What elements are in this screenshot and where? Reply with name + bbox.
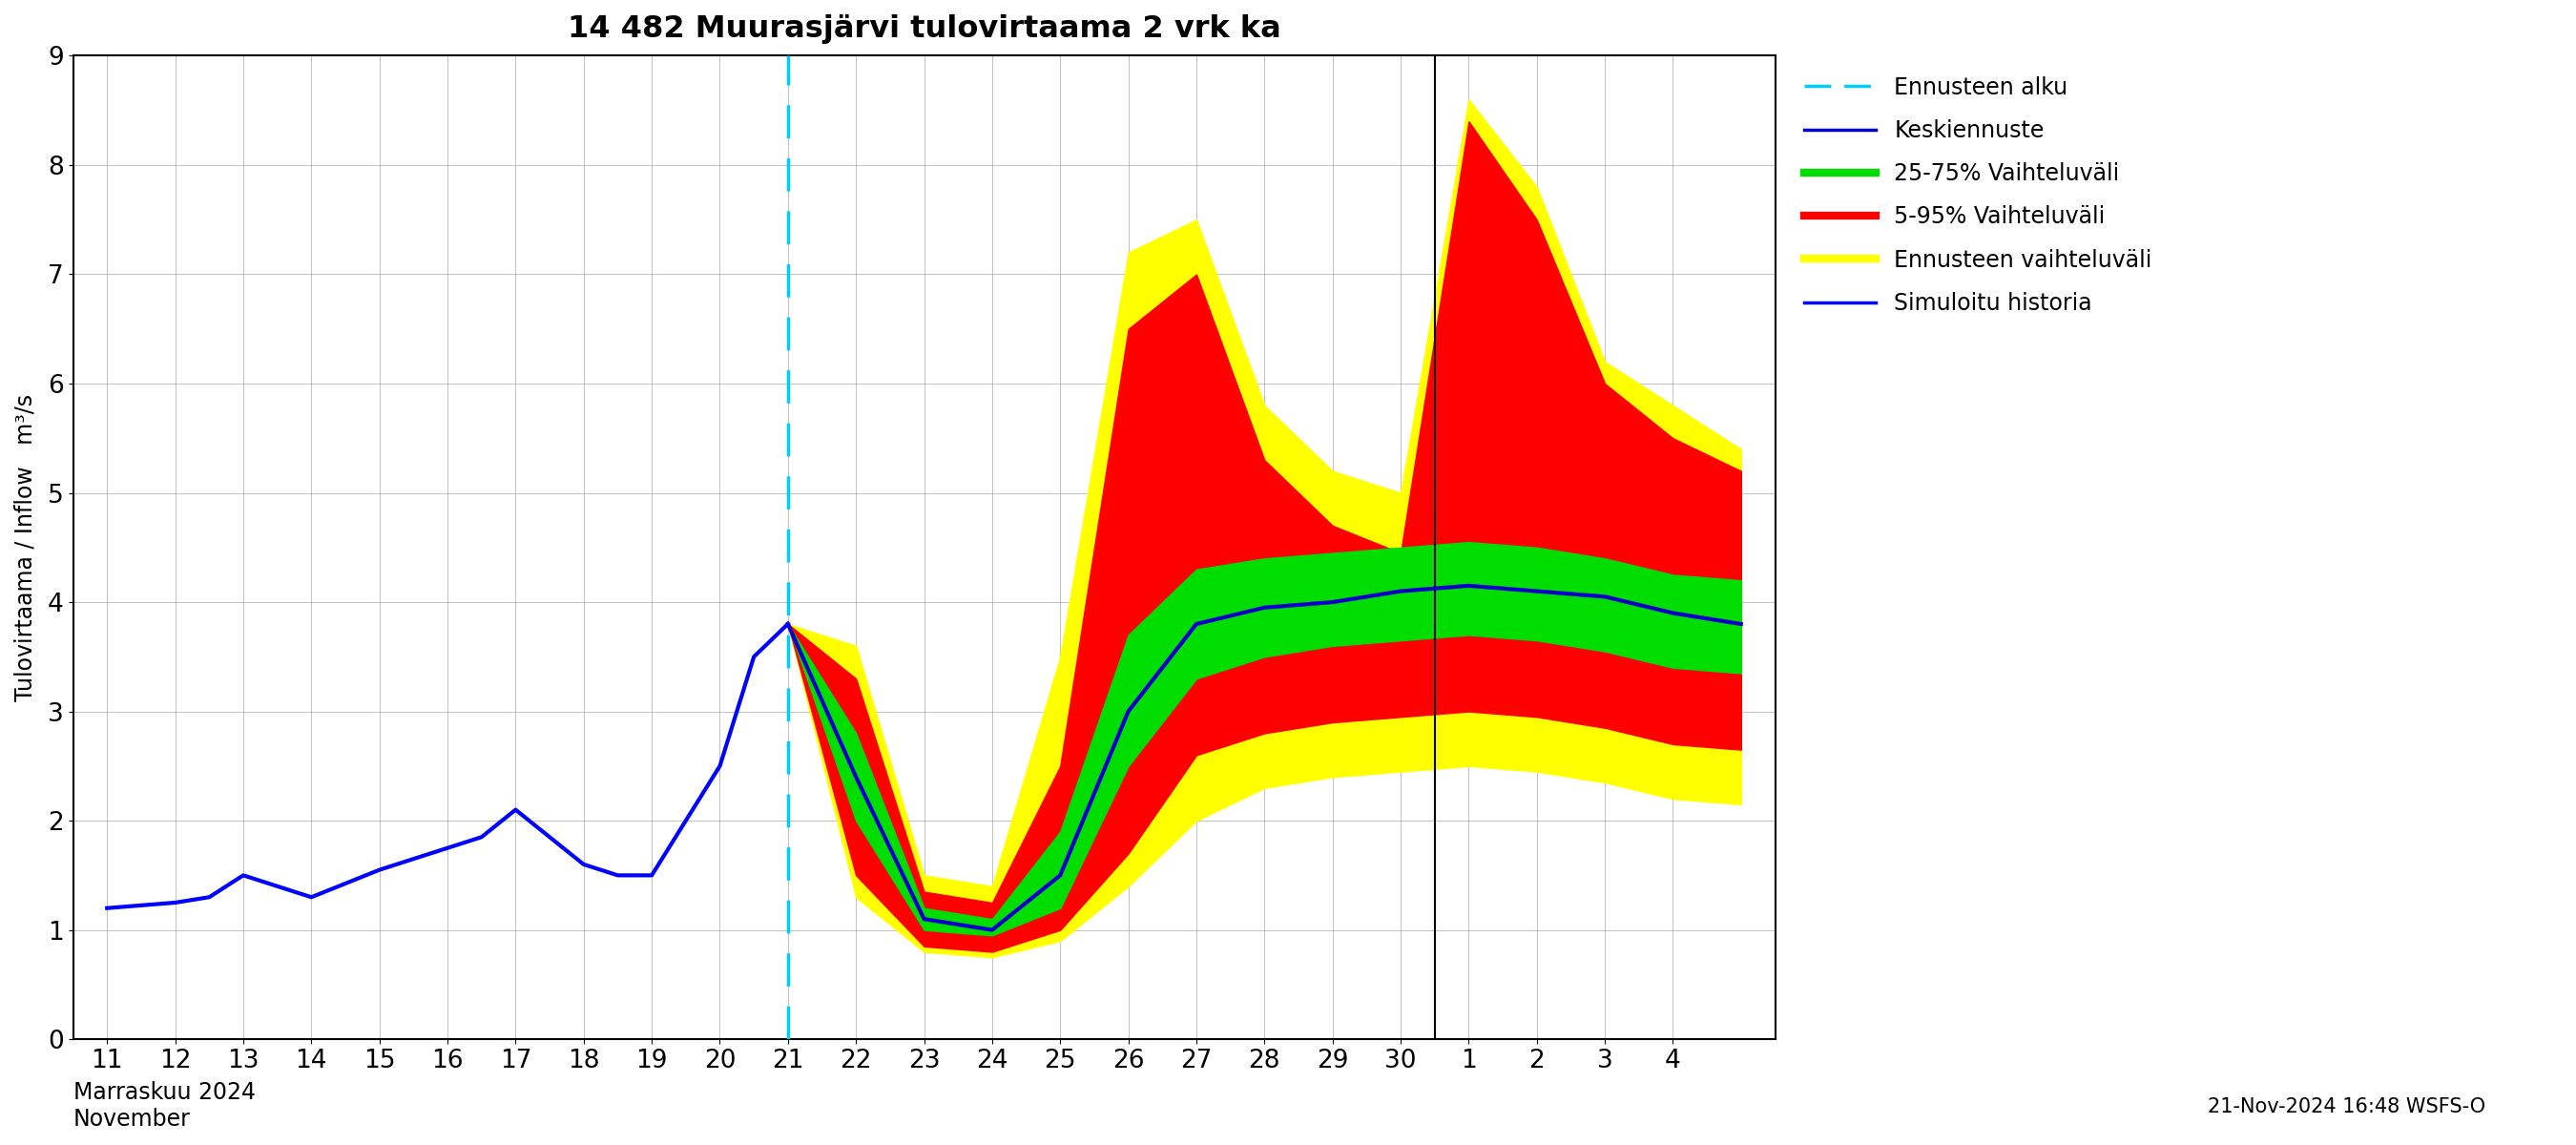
Title: 14 482 Muurasjärvi tulovirtaama 2 vrk ka: 14 482 Muurasjärvi tulovirtaama 2 vrk ka	[567, 14, 1280, 44]
Text: 21-Nov-2024 16:48 WSFS-O: 21-Nov-2024 16:48 WSFS-O	[2208, 1097, 2486, 1116]
Y-axis label: Tulovirtaama / Inflow   m³/s: Tulovirtaama / Inflow m³/s	[15, 394, 36, 701]
X-axis label: Marraskuu 2024
November: Marraskuu 2024 November	[72, 1081, 255, 1130]
Legend: Ennusteen alku, Keskiennuste, 25-75% Vaihteluväli, 5-95% Vaihteluväli, Ennusteen: Ennusteen alku, Keskiennuste, 25-75% Vai…	[1795, 68, 2161, 324]
